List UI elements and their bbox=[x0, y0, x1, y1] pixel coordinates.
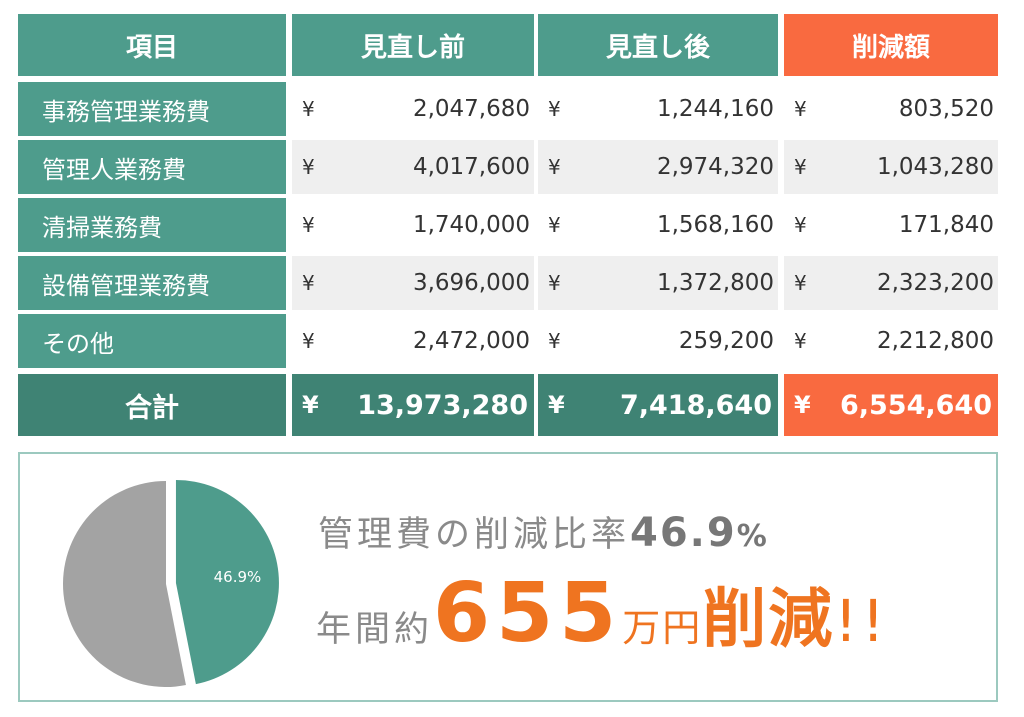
amount: 2,047,680 bbox=[412, 96, 530, 122]
currency-symbol: ¥ bbox=[302, 329, 315, 353]
amount: 259,200 bbox=[678, 328, 774, 354]
currency-symbol: ¥ bbox=[302, 155, 315, 179]
value-cell-reduction: ¥803,520 bbox=[784, 82, 998, 136]
header-cell: 見直し前 bbox=[292, 14, 534, 76]
amount: 1,568,160 bbox=[656, 212, 774, 238]
annual-reduction-word: 削減 bbox=[702, 583, 835, 657]
row-label: その他 bbox=[18, 314, 286, 368]
total-label: 合計 bbox=[18, 374, 286, 436]
currency-symbol: ¥ bbox=[794, 391, 811, 419]
value-cell-before: ¥1,740,000 bbox=[292, 198, 534, 252]
currency-symbol: ¥ bbox=[548, 391, 565, 419]
value-cell-before: ¥4,017,600 bbox=[292, 140, 534, 194]
currency-symbol: ¥ bbox=[548, 329, 561, 353]
value-cell-before: ¥2,472,000 bbox=[292, 314, 534, 368]
amount: 1,740,000 bbox=[412, 212, 530, 238]
total-amount: 13,973,280 bbox=[357, 389, 528, 421]
currency-symbol: ¥ bbox=[794, 213, 807, 237]
value-cell-reduction: ¥1,043,280 bbox=[784, 140, 998, 194]
pie-slice bbox=[62, 481, 186, 687]
currency-symbol: ¥ bbox=[794, 271, 807, 295]
header-cell: 見直し後 bbox=[538, 14, 778, 76]
amount: 1,372,800 bbox=[656, 270, 774, 296]
row-label: 事務管理業務費 bbox=[18, 82, 286, 136]
header-cell: 項目 bbox=[18, 14, 286, 76]
currency-symbol: ¥ bbox=[548, 213, 561, 237]
total-amount: 7,418,640 bbox=[619, 389, 772, 421]
value-cell-after: ¥1,568,160 bbox=[538, 198, 778, 252]
amount: 3,696,000 bbox=[412, 270, 530, 296]
ratio-label: 管理費の削減比率 bbox=[318, 515, 631, 555]
amount: 2,323,200 bbox=[876, 270, 994, 296]
pie-slice bbox=[175, 480, 279, 685]
value-cell-after: ¥1,372,800 bbox=[538, 256, 778, 310]
currency-symbol: ¥ bbox=[302, 271, 315, 295]
annual-exclamation: !! bbox=[834, 587, 889, 655]
pie-slice-label: 46.9% bbox=[214, 568, 262, 586]
total-cell-reduction: ¥6,554,640 bbox=[784, 374, 998, 436]
row-label: 清掃業務費 bbox=[18, 198, 286, 252]
total-cell-before: ¥13,973,280 bbox=[292, 374, 534, 436]
currency-symbol: ¥ bbox=[794, 329, 807, 353]
amount: 1,043,280 bbox=[876, 154, 994, 180]
row-label: 管理人業務費 bbox=[18, 140, 286, 194]
value-cell-reduction: ¥2,212,800 bbox=[784, 314, 998, 368]
amount: 1,244,160 bbox=[656, 96, 774, 122]
amount: 4,017,600 bbox=[412, 154, 530, 180]
currency-symbol: ¥ bbox=[302, 97, 315, 121]
currency-symbol: ¥ bbox=[302, 213, 315, 237]
value-cell-before: ¥3,696,000 bbox=[292, 256, 534, 310]
amount: 2,472,000 bbox=[412, 328, 530, 354]
currency-symbol: ¥ bbox=[302, 391, 319, 419]
ratio-value: 46.9 bbox=[630, 510, 737, 556]
row-label: 設備管理業務費 bbox=[18, 256, 286, 310]
value-cell-before: ¥2,047,680 bbox=[292, 82, 534, 136]
amount: 803,520 bbox=[898, 96, 994, 122]
reduction-pie-chart: 46.9% bbox=[62, 480, 279, 687]
annual-reduction-text: 年間約655万円削減!! bbox=[316, 566, 889, 661]
currency-symbol: ¥ bbox=[548, 97, 561, 121]
annual-prefix: 年間約 bbox=[316, 610, 434, 650]
total-cell-after: ¥7,418,640 bbox=[538, 374, 778, 436]
value-cell-reduction: ¥171,840 bbox=[784, 198, 998, 252]
currency-symbol: ¥ bbox=[794, 97, 807, 121]
value-cell-after: ¥1,244,160 bbox=[538, 82, 778, 136]
amount: 2,974,320 bbox=[656, 154, 774, 180]
header-cell: 削減額 bbox=[784, 14, 998, 76]
currency-symbol: ¥ bbox=[548, 271, 561, 295]
value-cell-reduction: ¥2,323,200 bbox=[784, 256, 998, 310]
total-amount: 6,554,640 bbox=[839, 389, 992, 421]
annual-unit: 万円 bbox=[622, 606, 703, 650]
amount: 171,840 bbox=[898, 212, 994, 238]
value-cell-after: ¥2,974,320 bbox=[538, 140, 778, 194]
annual-amount: 655 bbox=[433, 566, 623, 661]
currency-symbol: ¥ bbox=[794, 155, 807, 179]
value-cell-after: ¥259,200 bbox=[538, 314, 778, 368]
amount: 2,212,800 bbox=[876, 328, 994, 354]
reduction-ratio-text: 管理費の削減比率46.9% bbox=[318, 506, 771, 557]
ratio-percent-sign: % bbox=[736, 519, 771, 554]
currency-symbol: ¥ bbox=[548, 155, 561, 179]
